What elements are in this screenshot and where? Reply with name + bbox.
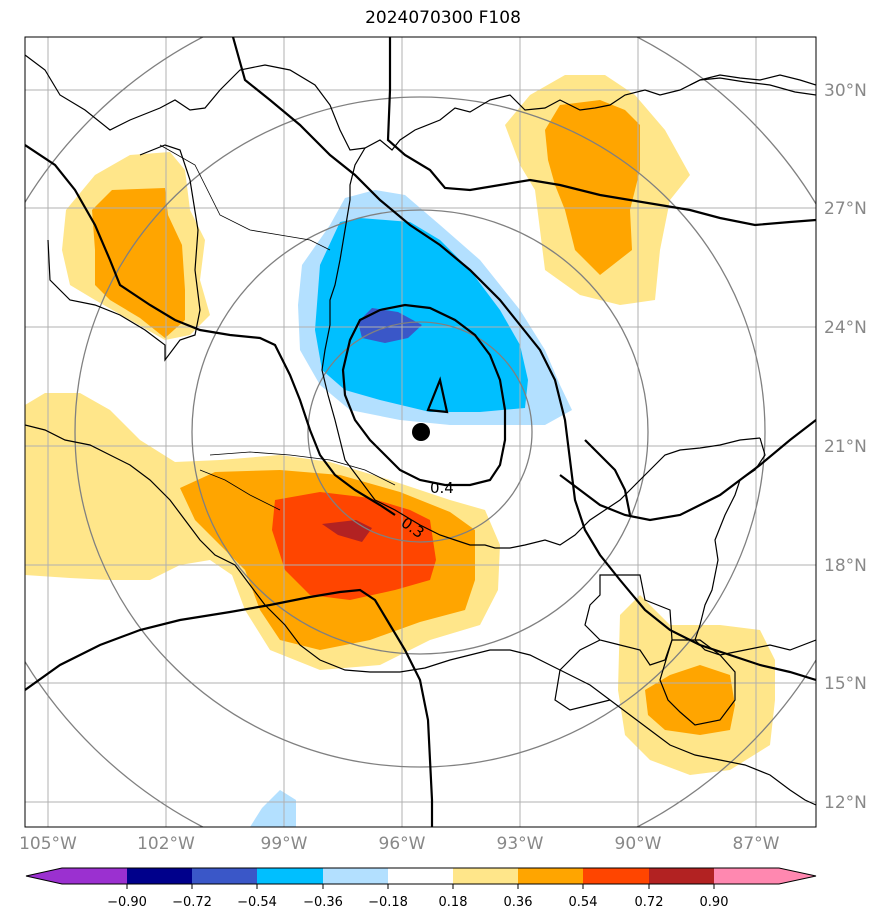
colorbar-tick-label: −0.36: [303, 895, 343, 910]
lon-label: 87°W: [733, 834, 780, 854]
colorbar-tick-label: −0.18: [368, 895, 408, 910]
colorbar-bin: [453, 868, 518, 884]
longitude-labels: 105°W 102°W 99°W 96°W 93°W 90°W 87°W: [19, 834, 780, 854]
negative-anomaly-inner: [315, 218, 528, 412]
colorbar-tick-label: −0.90: [107, 895, 147, 910]
colorbar-bin: [714, 868, 779, 884]
lon-label: 99°W: [261, 834, 308, 854]
positive-anomaly-central-54: [272, 492, 436, 600]
colorbar-bin: [323, 868, 388, 884]
colorbar-bin: [127, 868, 192, 884]
colorbar-tick-label: 0.72: [635, 895, 664, 910]
positive-anomaly-central-72: [322, 520, 372, 542]
colorbar-bin: [583, 868, 649, 884]
positive-anomaly-nw-inner: [92, 188, 185, 338]
coastlines: [25, 54, 816, 806]
colorbar-bin: [257, 868, 323, 884]
lat-label: 30°N: [824, 81, 867, 101]
lat-label: 12°N: [824, 793, 867, 813]
colorbar: −0.90 −0.72 −0.54 −0.36 −0.18 0.18 0.36 …: [25, 867, 817, 910]
colorbar-ticks: [126, 884, 715, 889]
colorbar-tick-label: 0.90: [700, 895, 729, 910]
colorbar-tick-label: −0.54: [237, 895, 277, 910]
colorbar-bin: [518, 868, 583, 884]
contour-label-a: 0.4: [430, 479, 454, 497]
colorbar-tick-label: −0.72: [172, 895, 212, 910]
map-title: 2024070300 F108: [365, 8, 521, 28]
colorbar-tick-label: 0.54: [569, 895, 598, 910]
colorbar-tick-label: 0.36: [504, 895, 533, 910]
colorbar-bin: [192, 868, 257, 884]
positive-anomaly-ne-inner: [545, 100, 640, 275]
colorbar-bin: [62, 868, 127, 884]
storm-center-dot: [412, 423, 430, 441]
colorbar-extend-low: [26, 868, 62, 884]
latitude-labels: 30°N 27°N 24°N 21°N 18°N 15°N 12°N: [824, 81, 867, 813]
lat-label: 27°N: [824, 199, 867, 219]
lon-label: 96°W: [379, 834, 426, 854]
colorbar-frame: [25, 867, 817, 885]
lat-label: 15°N: [824, 674, 867, 694]
colorbar-extend-high: [779, 868, 816, 884]
lat-label: 21°N: [824, 437, 867, 457]
lon-label: 90°W: [615, 834, 662, 854]
colorbar-bin: [388, 868, 453, 884]
lon-label: 93°W: [497, 834, 544, 854]
lat-label: 24°N: [824, 318, 867, 338]
map-frame: [24, 36, 817, 828]
range-rings: [25, 37, 816, 827]
colorbar-tick-label: 0.18: [439, 895, 468, 910]
lon-label: 102°W: [137, 834, 195, 854]
storm-contours: [25, 37, 816, 827]
lat-label: 18°N: [824, 556, 867, 576]
region-boundaries: [159, 144, 396, 511]
colorbar-bin: [649, 868, 714, 884]
lon-label: 105°W: [19, 834, 77, 854]
